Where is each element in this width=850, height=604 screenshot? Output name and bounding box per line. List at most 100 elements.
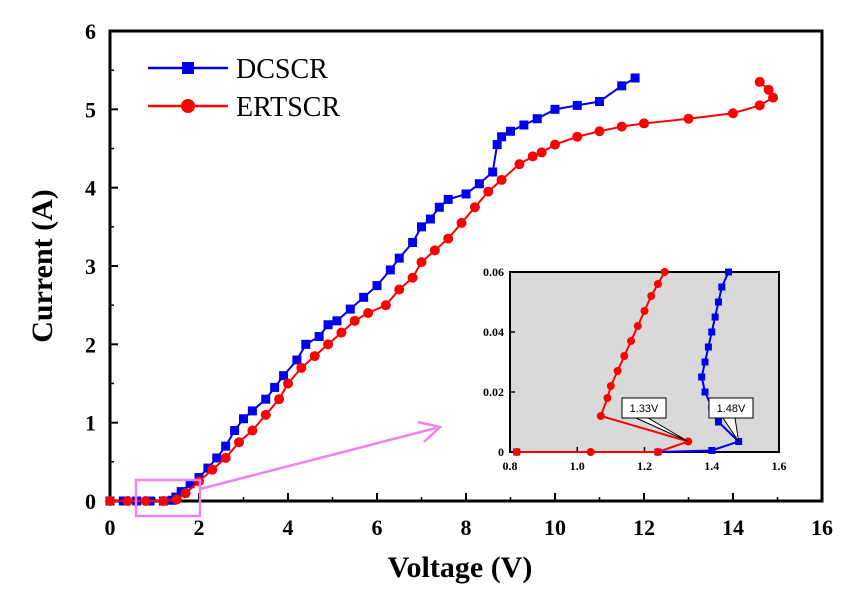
series-point-ertscr xyxy=(323,339,334,350)
x-tick-label: 2 xyxy=(194,515,205,540)
series-point-ertscr xyxy=(456,217,467,228)
series-point-dcscr xyxy=(617,81,627,91)
series-point-dcscr xyxy=(279,371,289,381)
series-point-dcscr xyxy=(417,222,426,232)
inset-y-tick-label: 0.06 xyxy=(483,265,504,279)
series-point-dcscr xyxy=(532,114,542,124)
series-point-dcscr xyxy=(425,214,435,224)
inset-point-ertscr xyxy=(620,352,629,360)
inset-x-tick-label: 0.8 xyxy=(503,459,518,473)
series-point-ertscr xyxy=(220,452,231,463)
x-tick-label: 12 xyxy=(633,515,655,540)
series-point-ertscr xyxy=(536,147,547,158)
series-point-dcscr xyxy=(230,426,240,435)
series-point-ertscr xyxy=(768,92,779,103)
series-point-ertscr xyxy=(247,425,258,436)
series-point-ertscr xyxy=(283,378,293,389)
inset-point-dcscr xyxy=(701,358,709,366)
inset-point-dcscr xyxy=(708,328,716,336)
series-point-dcscr xyxy=(345,304,355,314)
inset-point-ertscr xyxy=(613,367,622,375)
x-tick-labels: 0 2 4 6 8 10 12 14 16 xyxy=(105,515,834,540)
series-point-dcscr xyxy=(408,238,418,247)
main-series-group xyxy=(105,73,779,506)
series-point-dcscr xyxy=(506,126,515,136)
series-point-dcscr xyxy=(359,292,369,302)
series-point-dcscr xyxy=(314,332,324,341)
callout-label: 1.33V xyxy=(630,403,659,415)
inset-point-ertscr xyxy=(586,448,595,456)
series-point-dcscr xyxy=(394,253,404,263)
series-point-dcscr xyxy=(519,120,529,130)
callout-label: 1.48V xyxy=(717,403,746,415)
series-point-dcscr xyxy=(572,100,582,110)
series-point-dcscr xyxy=(270,382,280,392)
series-point-ertscr xyxy=(572,131,583,142)
series-point-dcscr xyxy=(221,441,231,451)
zoom-region-box xyxy=(134,478,202,518)
inset-point-ertscr xyxy=(606,382,615,390)
series-point-ertscr xyxy=(514,159,525,170)
inset-point-ertscr xyxy=(627,337,636,345)
series-point-ertscr xyxy=(394,284,405,295)
inset-point-dcscr xyxy=(704,343,712,351)
series-point-dcscr xyxy=(443,194,453,204)
inset-x-tick-label: 1.6 xyxy=(772,459,787,473)
x-tick-label: 0 xyxy=(105,515,116,540)
inset-y-tick-labels: 0 0.02 0.04 0.06 xyxy=(483,265,504,459)
series-point-ertscr xyxy=(260,409,271,420)
x-tick-label: 14 xyxy=(722,515,744,540)
zoom-arrow-head xyxy=(417,420,443,443)
legend-marker-ertscr xyxy=(181,99,195,113)
series-point-dcscr xyxy=(372,281,382,291)
series-point-ertscr xyxy=(429,245,440,256)
series-point-dcscr xyxy=(497,132,507,142)
series-point-dcscr xyxy=(185,479,195,489)
series-point-dcscr xyxy=(474,179,484,189)
inset-point-ertscr xyxy=(640,307,649,315)
legend-label-ertscr: ERTSCR xyxy=(236,92,340,123)
series-point-ertscr xyxy=(416,257,427,268)
series-point-ertscr xyxy=(763,84,774,95)
series-point-dcscr xyxy=(385,265,395,275)
series-point-ertscr xyxy=(639,118,649,129)
series-point-dcscr xyxy=(332,316,342,326)
legend: DCSCR ERTSCR xyxy=(148,54,340,123)
series-point-dcscr xyxy=(247,406,257,416)
y-tick-label: 5 xyxy=(85,97,96,122)
inset-point-dcscr xyxy=(701,388,709,396)
inset-point-ertscr xyxy=(660,268,669,276)
series-point-ertscr xyxy=(594,126,605,137)
inset-point-dcscr xyxy=(698,373,706,381)
inset-point-ertscr xyxy=(603,394,612,402)
inset-point-dcscr xyxy=(714,418,722,426)
series-point-dcscr xyxy=(550,104,560,114)
series-point-ertscr xyxy=(309,351,320,362)
axis-ticks xyxy=(109,30,823,502)
series-point-dcscr xyxy=(434,202,444,212)
inset-point-ertscr xyxy=(633,322,642,330)
series-point-ertscr xyxy=(180,488,191,499)
inset-x-tick-labels: 0.8 1.0 1.2 1.4 1.6 xyxy=(503,459,787,473)
legend-label-dcscr: DCSCR xyxy=(236,54,328,85)
x-tick-label: 4 xyxy=(283,515,294,540)
series-point-ertscr xyxy=(105,496,115,506)
series-point-ertscr xyxy=(483,186,494,197)
inset-x-tick-label: 1.0 xyxy=(570,459,585,473)
inset-y-tick-label: 0.02 xyxy=(483,385,504,399)
series-point-ertscr xyxy=(683,113,694,124)
series-point-ertscr xyxy=(550,139,560,150)
inset-point-dcscr xyxy=(708,447,716,454)
series-point-dcscr xyxy=(239,414,248,424)
series-point-ertscr xyxy=(380,300,391,311)
series-point-ertscr xyxy=(349,315,360,326)
inset-point-dcscr xyxy=(714,298,722,306)
series-point-ertscr xyxy=(296,362,307,373)
inset-point-dcscr xyxy=(725,268,733,276)
series-point-ertscr xyxy=(363,308,374,318)
inset-callouts: 1.33V 1.48V xyxy=(621,397,754,442)
series-point-dcscr xyxy=(301,339,311,349)
callout-box xyxy=(708,397,754,419)
y-axis-label: Current (A) xyxy=(26,189,59,343)
